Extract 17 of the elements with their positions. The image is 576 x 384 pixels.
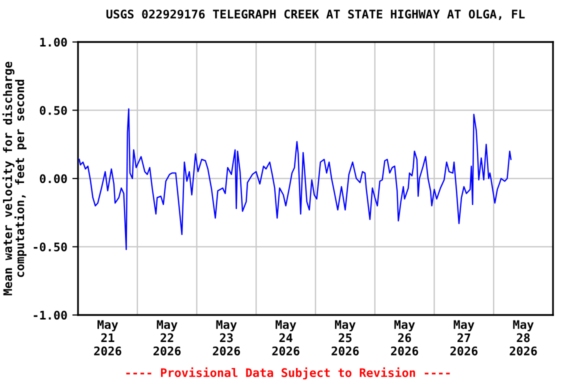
y-tick-label: 1.00	[40, 38, 67, 47]
x-tick-label: May 24 2026	[272, 320, 300, 356]
x-tick-label: May 28 2026	[510, 320, 537, 356]
chart-title: USGS 022929176 TELEGRAPH CREEK AT STATE HIGHWAY AT OLGA, FL	[106, 10, 525, 20]
text: ---- Provisional Data Subject to Revision ----	[126, 367, 450, 380]
x-tick-label: May 22 2026	[154, 320, 181, 356]
x-tick-label: May 26 2026	[391, 320, 418, 356]
y-tick-label: 0.50	[40, 106, 67, 115]
y-axis-title: Mean water velocity for discharge computation, feet per second	[2, 62, 26, 296]
y-tick-label: 0.00	[40, 174, 67, 184]
x-tick-label: May 21 2026	[94, 320, 122, 356]
x-tick-label: May 27 2026	[450, 320, 478, 356]
line-series	[78, 108, 512, 250]
x-tick-label: May 25 2026	[332, 320, 359, 356]
y-tick-label: -1.00	[34, 310, 67, 320]
x-tick-label: May 23 2026	[212, 320, 240, 356]
y-tick-label: -0.50	[34, 242, 67, 252]
